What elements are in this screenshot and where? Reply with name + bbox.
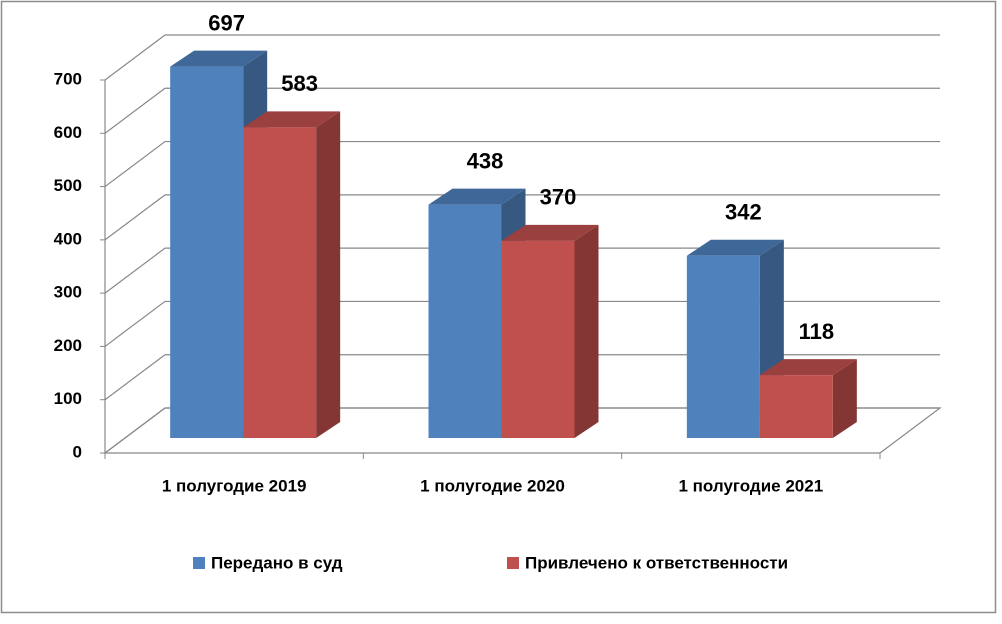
bar [501, 240, 575, 438]
y-tick-label: 0 [73, 442, 82, 461]
grid-line [104, 87, 166, 134]
x-tick-label: 1 полугодие 2021 [678, 476, 823, 495]
value-label: 118 [799, 319, 835, 344]
grid-line [104, 34, 166, 81]
y-tick-label: 100 [54, 389, 82, 408]
bar-top [170, 50, 268, 67]
y-tick-label: 200 [54, 336, 82, 355]
y-tick-label: 500 [54, 176, 82, 195]
bar-top [428, 188, 526, 205]
bar-side [832, 359, 857, 438]
y-tick-label: 600 [54, 123, 82, 142]
y-tick-label: 400 [54, 229, 82, 248]
bar [428, 204, 502, 438]
value-label: 583 [281, 71, 318, 96]
x-tick-label: 1 полугодие 2020 [420, 476, 565, 495]
legend-swatch [507, 557, 519, 569]
grid-line [104, 354, 166, 401]
grid-line [104, 194, 166, 241]
value-label: 370 [540, 185, 577, 210]
value-label: 342 [725, 200, 762, 225]
bar [243, 127, 317, 438]
bar-top [243, 111, 341, 128]
legend-label: Привлечено к ответственности [525, 553, 788, 572]
value-label: 438 [467, 148, 504, 173]
bar [170, 66, 244, 438]
bar-side [316, 111, 341, 438]
bar-top [759, 359, 857, 376]
grid-line [104, 407, 166, 454]
legend-swatch [193, 557, 205, 569]
bar [759, 375, 833, 438]
bar-top [686, 239, 784, 256]
bar-side [574, 224, 599, 438]
grid-line [104, 141, 166, 188]
grid-line [104, 247, 166, 294]
y-tick-label: 300 [54, 283, 82, 302]
bar-top [501, 224, 599, 241]
y-tick-label: 700 [54, 69, 82, 88]
x-tick-label: 1 полугодие 2019 [162, 476, 307, 495]
bar [686, 255, 760, 438]
grid-line [104, 300, 166, 347]
value-label: 697 [208, 10, 245, 35]
legend-label: Передано в суд [211, 553, 343, 572]
